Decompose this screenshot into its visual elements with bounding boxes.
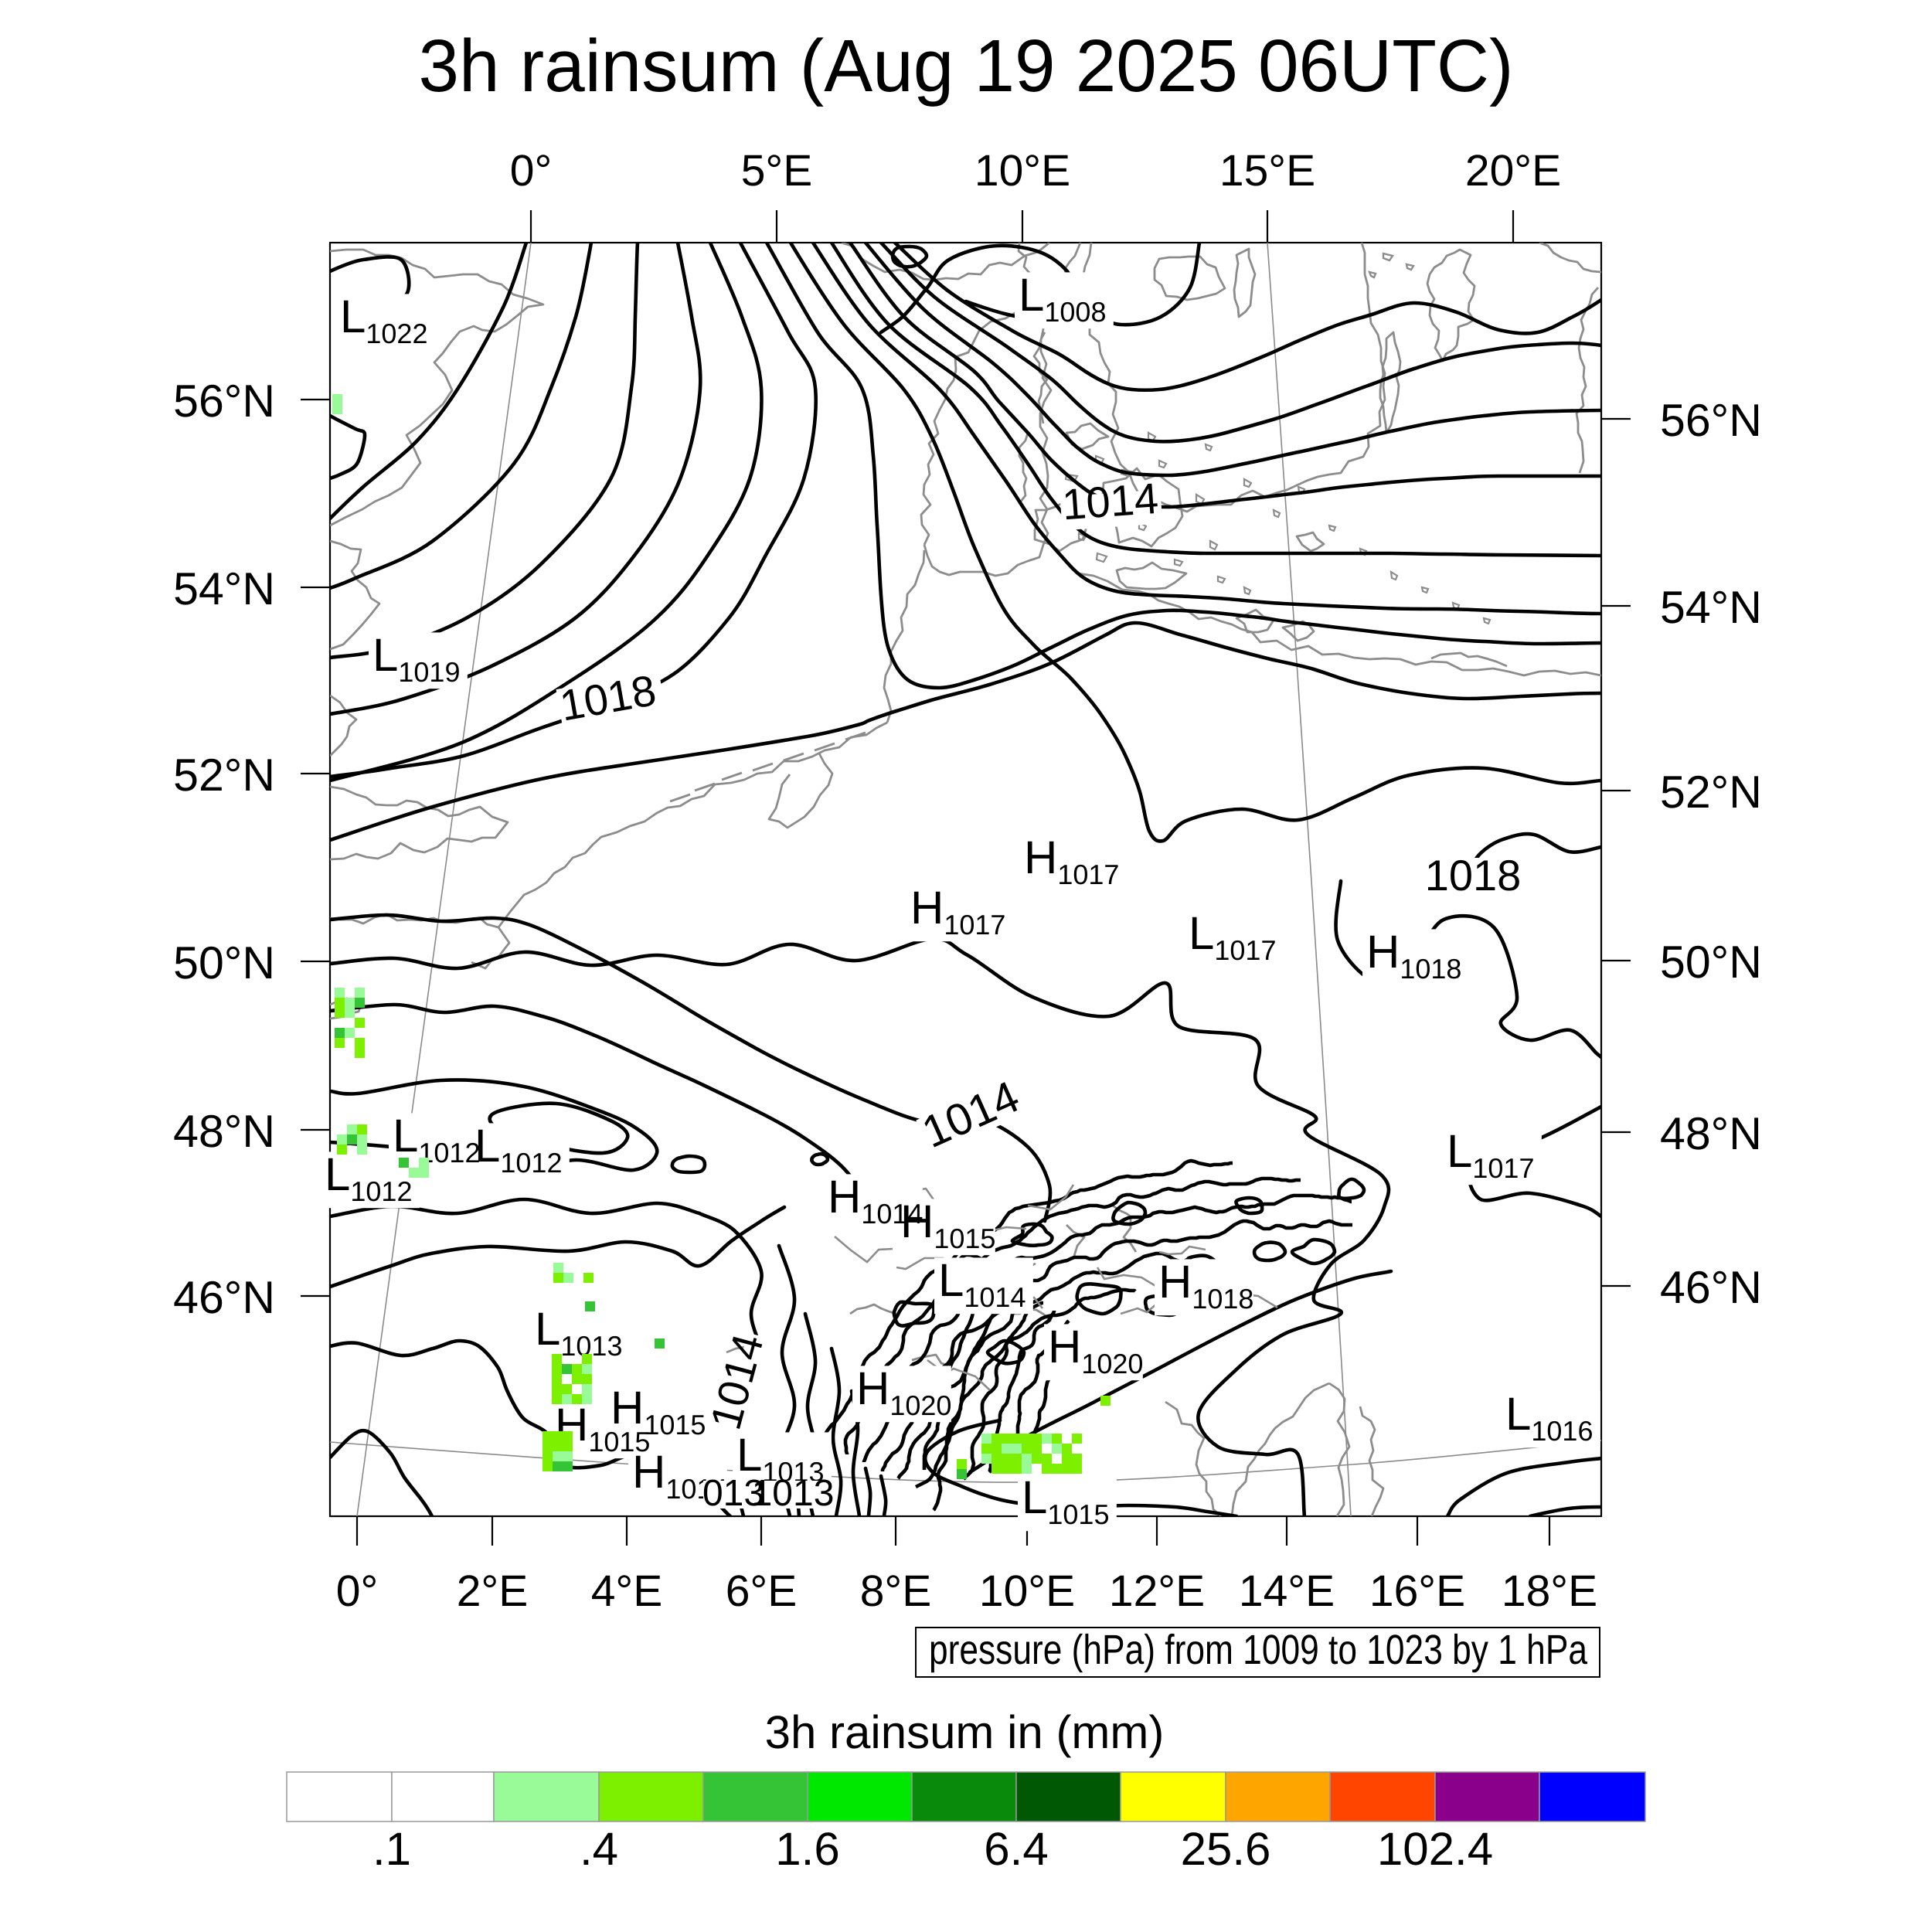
svg-text:6°E: 6°E xyxy=(726,1566,798,1616)
svg-text:1.6: 1.6 xyxy=(775,1823,839,1875)
svg-text:.4: .4 xyxy=(580,1823,618,1875)
svg-text:48°N: 48°N xyxy=(1660,1108,1762,1159)
svg-text:8°E: 8°E xyxy=(860,1566,932,1616)
svg-text:14°E: 14°E xyxy=(1239,1566,1335,1616)
svg-text:56°N: 56°N xyxy=(1660,395,1762,446)
svg-text:50°N: 50°N xyxy=(173,937,275,988)
svg-text:20°E: 20°E xyxy=(1465,146,1561,196)
svg-text:.1: .1 xyxy=(372,1823,411,1875)
svg-text:46°N: 46°N xyxy=(1660,1262,1762,1313)
svg-text:5°E: 5°E xyxy=(741,146,813,196)
svg-text:46°N: 46°N xyxy=(173,1272,275,1323)
svg-text:1013: 1013 xyxy=(752,1473,835,1514)
svg-text:18°E: 18°E xyxy=(1502,1566,1597,1616)
svg-text:0°: 0° xyxy=(336,1566,379,1616)
svg-text:52°N: 52°N xyxy=(1660,767,1762,818)
svg-text:6.4: 6.4 xyxy=(984,1823,1048,1875)
svg-text:54°N: 54°N xyxy=(173,563,275,614)
svg-text:013: 013 xyxy=(702,1473,764,1514)
svg-text:1014: 1014 xyxy=(1060,474,1160,529)
svg-text:10°E: 10°E xyxy=(979,1566,1075,1616)
svg-text:pressure (hPa) from 1009 to 10: pressure (hPa) from 1009 to 1023 by 1 hP… xyxy=(929,1627,1588,1673)
svg-text:102.4: 102.4 xyxy=(1377,1823,1493,1875)
svg-text:2°E: 2°E xyxy=(457,1566,529,1616)
svg-text:48°N: 48°N xyxy=(173,1106,275,1157)
svg-text:12°E: 12°E xyxy=(1109,1566,1205,1616)
svg-text:3h rainsum in (mm): 3h rainsum in (mm) xyxy=(765,1706,1165,1758)
svg-text:52°N: 52°N xyxy=(173,750,275,801)
svg-text:54°N: 54°N xyxy=(1660,582,1762,633)
svg-text:0°: 0° xyxy=(510,146,553,196)
svg-text:56°N: 56°N xyxy=(173,376,275,427)
svg-text:3h rainsum (Aug 19 2025 06UTC): 3h rainsum (Aug 19 2025 06UTC) xyxy=(419,25,1514,107)
svg-text:4°E: 4°E xyxy=(591,1566,663,1616)
svg-text:50°N: 50°N xyxy=(1660,937,1762,988)
svg-text:10°E: 10°E xyxy=(975,146,1070,196)
svg-text:1018: 1018 xyxy=(1425,851,1522,900)
svg-text:25.6: 25.6 xyxy=(1181,1823,1271,1875)
svg-text:15°E: 15°E xyxy=(1219,146,1315,196)
svg-text:16°E: 16°E xyxy=(1369,1566,1465,1616)
